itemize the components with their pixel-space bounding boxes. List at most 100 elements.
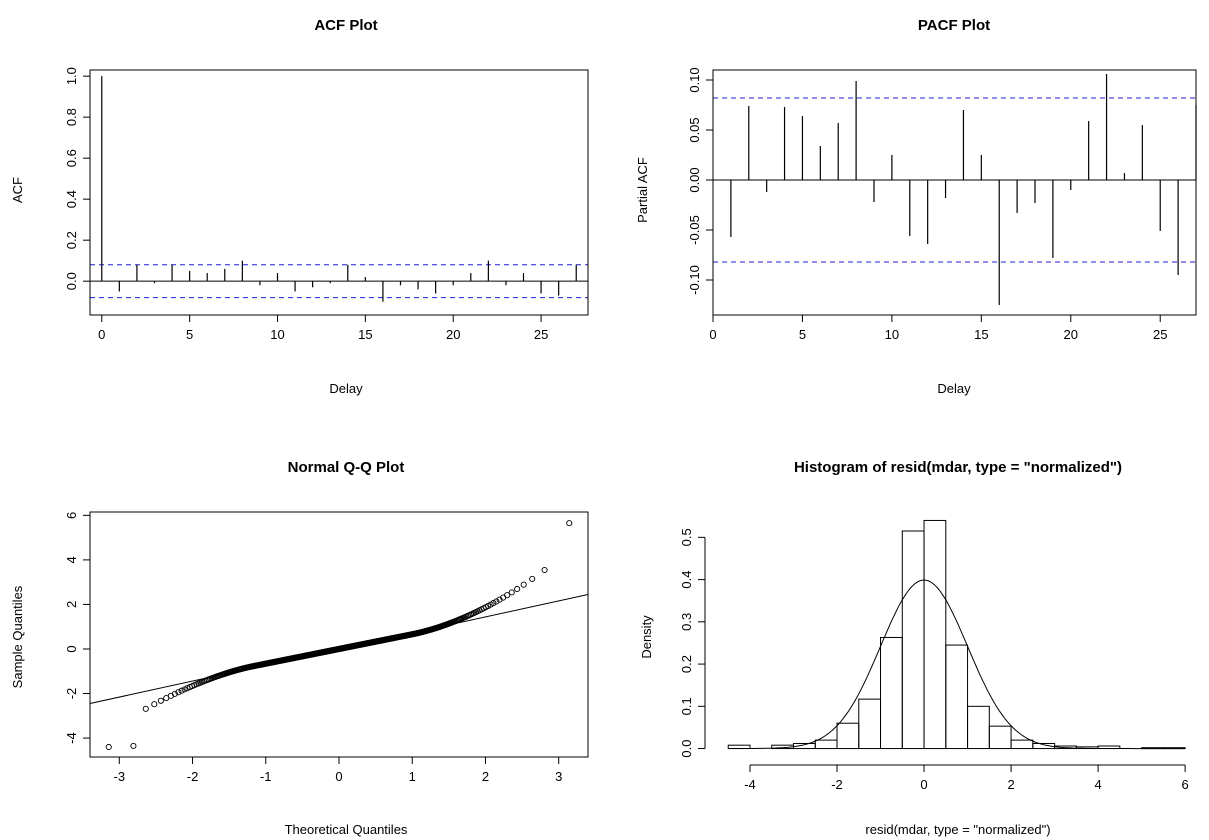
pacf-y-tick-label: 0.05 [687, 117, 702, 142]
acf-bars [90, 76, 588, 302]
qq-point [151, 701, 158, 708]
pacf-x-ticks: 0 5 10 15 20 25 [709, 315, 1167, 342]
pacf-x-tick-label: 25 [1153, 327, 1167, 342]
histogram-bar [1010, 739, 1034, 750]
qq-point [504, 592, 511, 599]
qq-y-tick-label: 2 [64, 601, 79, 608]
acf-x-tick-label: 10 [270, 327, 284, 342]
histogram-bar [836, 722, 860, 750]
pacf-x-tick-label: 0 [709, 327, 716, 342]
pacf-bars [713, 74, 1197, 305]
qq-point [105, 743, 112, 751]
histogram-y-tick-label: 0.1 [679, 697, 694, 715]
qq-point [181, 686, 188, 693]
histogram-title: Histogram of resid(mdar, type = "normali… [794, 459, 1122, 476]
pacf-plot-panel: PACF Plot Delay Partial ACF 0 5 10 15 20 25 -… [635, 17, 1197, 396]
qq-y-tick-label: 6 [64, 512, 79, 519]
histogram-x-tick-label: 0 [920, 777, 927, 792]
histogram-bar [945, 644, 969, 750]
histogram-bar [967, 705, 990, 750]
qq-point [493, 598, 500, 605]
qq-y-tick-label: -2 [64, 688, 79, 700]
qq-x-tick-label: 1 [409, 769, 416, 784]
qq-point [157, 697, 164, 704]
histogram-bar [814, 739, 838, 750]
qq-plot-panel: Normal Q-Q Plot Theoretical Quantiles Sa… [10, 459, 589, 837]
qq-x-tick-label: 0 [335, 769, 342, 784]
histogram-y-ticks: 0.0 0.1 0.2 0.3 0.4 0.5 [679, 528, 705, 758]
acf-y-ticks: 0.0 0.2 0.4 0.6 0.8 1.0 [64, 67, 90, 290]
acf-x-tick-label: 20 [446, 327, 460, 342]
acf-x-tick-label: 0 [98, 327, 105, 342]
acf-plot-frame [89, 69, 589, 316]
histogram-x-tick-label: -2 [831, 777, 843, 792]
histogram-panel: Histogram of resid(mdar, type = "normali… [639, 459, 1189, 837]
qq-y-ticks: -4 -2 0 2 4 6 [64, 512, 90, 744]
acf-plot-title: ACF Plot [314, 17, 377, 34]
qq-x-tick-label: -1 [260, 769, 272, 784]
qq-point [508, 589, 515, 596]
qq-x-tick-label: -3 [114, 769, 126, 784]
acf-x-tick-label: 25 [534, 327, 548, 342]
acf-y-tick-label: 0.0 [64, 272, 79, 290]
qq-x-tick-label: 2 [482, 769, 489, 784]
histogram-bar [880, 636, 903, 750]
qq-point [520, 581, 527, 588]
qq-point [541, 566, 548, 574]
qq-point [171, 690, 178, 697]
pacf-y-axis-label: Partial ACF [635, 157, 650, 223]
qq-point [142, 705, 149, 712]
qq-plot-title: Normal Q-Q Plot [288, 459, 405, 476]
histogram-density-curve [728, 579, 1186, 750]
qq-point [514, 585, 521, 593]
histogram-y-tick-label: 0.4 [679, 571, 694, 589]
histogram-y-tick-label: 0.3 [679, 613, 694, 631]
acf-x-tick-label: 5 [186, 327, 193, 342]
histogram-x-tick-label: -4 [744, 777, 756, 792]
pacf-y-tick-label: 0.00 [687, 167, 702, 192]
qq-point [529, 575, 536, 582]
qq-point [178, 687, 185, 694]
histogram-y-tick-label: 0.0 [679, 740, 694, 758]
acf-y-tick-label: 1.0 [64, 67, 79, 85]
qq-y-axis-label: Sample Quantiles [10, 585, 25, 688]
qq-point [566, 520, 573, 527]
pacf-y-tick-label: -0.10 [687, 265, 702, 295]
qq-plot-frame [89, 511, 589, 758]
pacf-plot-frame [712, 69, 1197, 316]
acf-x-tick-label: 15 [358, 327, 372, 342]
acf-y-tick-label: 0.6 [64, 149, 79, 167]
histogram-x-tick-label: 2 [1007, 777, 1014, 792]
qq-points [89, 520, 589, 751]
qq-point [130, 742, 137, 749]
histogram-bar [923, 519, 947, 750]
histogram-x-axis-label: resid(mdar, type = "normalized") [865, 822, 1050, 837]
histogram-y-tick-label: 0.2 [679, 655, 694, 673]
acf-plot-panel: ACF Plot Delay ACF 0 5 10 15 20 25 0.00.20.40… [10, 17, 589, 396]
histogram-x-tick-label: 4 [1094, 777, 1101, 792]
histogram-y-tick-label: 0.5 [679, 528, 694, 546]
pacf-y-ticks: -0.10 -0.05 0.00 0.05 0.10 [687, 67, 713, 295]
pacf-x-tick-label: 10 [885, 327, 899, 342]
acf-y-tick-label: 0.4 [64, 190, 79, 208]
histogram-bar [858, 698, 882, 750]
qq-x-tick-label: 3 [555, 769, 562, 784]
acf-x-axis-label: Delay [329, 381, 363, 396]
acf-y-tick-label: 0.2 [64, 231, 79, 249]
qq-point [175, 689, 182, 696]
qq-x-axis-label: Theoretical Quantiles [285, 822, 408, 837]
acf-y-axis-label: ACF [10, 177, 25, 203]
acf-x-ticks: 0 5 10 15 20 25 [98, 315, 548, 342]
qq-y-tick-label: -4 [64, 732, 79, 744]
pacf-y-tick-label: 0.10 [687, 67, 702, 92]
acf-y-tick-label: 0.8 [64, 108, 79, 126]
qq-y-tick-label: 0 [64, 645, 79, 652]
histogram-x-ticks: -4 -2 0 2 4 6 [744, 765, 1189, 792]
pacf-plot-title: PACF Plot [918, 17, 990, 34]
pacf-y-tick-label: -0.05 [687, 215, 702, 245]
qq-x-ticks: -3 -2 -1 0 1 2 3 [114, 757, 562, 784]
qq-point [490, 600, 497, 607]
pacf-x-axis-label: Delay [937, 381, 971, 396]
pacf-x-tick-label: 15 [974, 327, 988, 342]
